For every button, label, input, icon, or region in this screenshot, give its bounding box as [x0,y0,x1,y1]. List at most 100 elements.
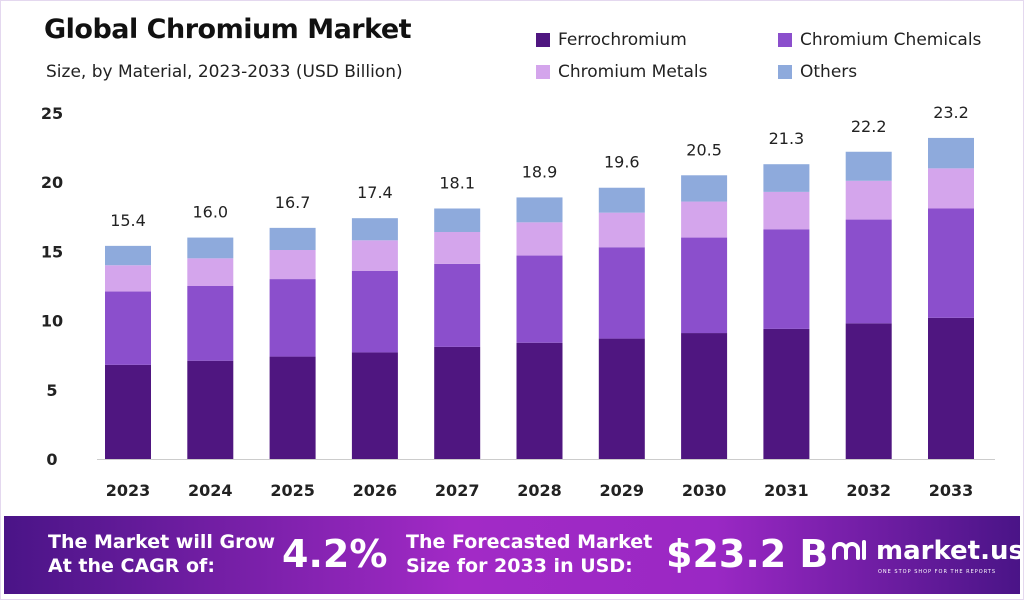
bar-segment-ferrochromium [516,342,563,459]
legend-label: Chromium Chemicals [800,30,982,50]
total-data-label: 18.1 [439,173,475,192]
bar-segment-chromium-metals [351,240,398,271]
bar-segment-others [845,151,892,181]
bar-segment-others [681,175,728,202]
forecast-label: The Forecasted Market Size for 2033 in US… [406,530,652,578]
x-tick-label: 2031 [764,481,809,500]
y-tick-label: 25 [41,104,63,123]
bar-segment-ferrochromium [845,323,892,459]
bar-segment-ferrochromium [269,356,316,459]
bar-segment-chromium-metals [187,258,234,286]
bar-segment-ferrochromium [105,364,151,459]
x-tick-label: 2029 [600,481,645,500]
legend-label: Chromium Metals [558,62,708,82]
bar-segment-chromium-chemicals [351,270,398,353]
bar-segment-chromium-chemicals [681,237,728,334]
bar-segment-chromium-metals [516,222,563,256]
total-data-label: 20.5 [686,140,722,159]
x-tick-label: 2030 [682,481,727,500]
forecast-label-line2: Size for 2033 in USD: [406,555,633,577]
total-data-label: 22.2 [851,117,887,136]
bar-segment-chromium-metals [434,232,481,264]
bar-segment-chromium-metals [598,212,645,248]
bar-segment-chromium-chemicals [434,263,481,347]
total-data-label: 19.6 [604,153,640,172]
brand-name: market.us [876,536,1024,566]
total-data-label: 21.3 [769,129,805,148]
legend-item-chromium-metals: Chromium Metals [536,62,707,82]
bar-segment-others [516,197,563,223]
bar-segment-others [598,187,645,213]
bar-segment-chromium-metals [681,201,728,238]
bar-segment-ferrochromium [351,352,398,459]
stacked-bar-chart: 051015202515.4202316.0202416.7202517.420… [41,103,995,500]
x-tick-label: 2028 [517,481,562,500]
total-data-label: 23.2 [933,103,969,122]
total-data-label: 16.7 [275,193,311,212]
bar-segment-chromium-metals [763,191,810,230]
bar-segment-others [763,164,810,192]
bar-segment-others [105,245,151,266]
legend-swatch [778,33,792,47]
total-data-label: 17.4 [357,183,393,202]
forecast-label-line1: The Forecasted Market [406,531,653,553]
bar-segment-chromium-chemicals [598,247,645,339]
bar-segment-others [434,208,481,233]
bar-segment-ferrochromium [763,328,810,459]
bar-segment-chromium-chemicals [269,279,316,357]
bar-segment-chromium-metals [105,265,151,292]
cagr-value: 4.2% [282,532,388,576]
y-tick-label: 10 [41,312,63,331]
y-tick-label: 20 [41,173,63,192]
bar-segment-chromium-metals [269,250,316,280]
cagr-label: The Market will Grow At the CAGR of: [48,530,275,578]
x-tick-label: 2032 [846,481,891,500]
legend-swatch [778,65,792,79]
bar-segment-others [269,227,316,251]
chart-subtitle: Size, by Material, 2023-2033 (USD Billio… [46,62,403,82]
bar-segment-others [187,237,234,259]
bar-segment-ferrochromium [187,360,234,459]
legend-swatch [536,65,550,79]
bar-segment-ferrochromium [598,338,645,459]
bar-segment-chromium-chemicals [187,286,234,361]
legend-label: Ferrochromium [558,30,687,50]
x-tick-label: 2025 [270,481,315,500]
bar-segment-chromium-chemicals [105,291,151,365]
summary-banner: The Market will Grow At the CAGR of: 4.2%… [4,516,1024,594]
y-tick-label: 0 [46,450,57,469]
cagr-label-line1: The Market will Grow [48,531,276,553]
y-tick-label: 15 [41,242,63,261]
x-tick-label: 2024 [188,481,233,500]
brand-tagline: ONE STOP SHOP FOR THE REPORTS [878,569,997,575]
x-tick-label: 2033 [929,481,974,500]
bar-segment-chromium-chemicals [928,208,974,318]
bar-segment-chromium-chemicals [845,219,892,324]
chart-title: Global Chromium Market [44,14,412,45]
bar-segment-others [928,137,974,169]
bar-segment-chromium-chemicals [763,229,810,329]
marketus-logo: market.us ONE STOP SHOP FOR THE REPORTS [830,536,1024,575]
bar-segment-ferrochromium [928,317,974,459]
forecast-value: $23.2 B [666,532,829,576]
total-data-label: 15.4 [110,211,146,230]
legend-label: Others [800,62,858,82]
bar-segment-others [351,218,398,241]
bar-segment-chromium-chemicals [516,255,563,343]
bar-segment-ferrochromium [434,346,481,459]
marketus-logo-icon [832,540,866,560]
x-tick-label: 2027 [435,481,480,500]
total-data-label: 16.0 [192,203,228,222]
bar-segment-chromium-metals [928,168,974,209]
x-tick-label: 2026 [353,481,398,500]
y-tick-label: 5 [46,381,57,400]
x-tick-label: 2023 [106,481,151,500]
bar-segment-ferrochromium [681,333,728,459]
cagr-label-line2: At the CAGR of: [48,555,215,577]
legend-item-others: Others [778,62,857,82]
legend-item-ferrochromium: Ferrochromium [536,30,687,50]
legend-item-chromium-chemicals: Chromium Chemicals [778,30,981,50]
legend-swatch [536,33,550,47]
bar-segment-chromium-metals [845,180,892,220]
total-data-label: 18.9 [522,162,558,181]
